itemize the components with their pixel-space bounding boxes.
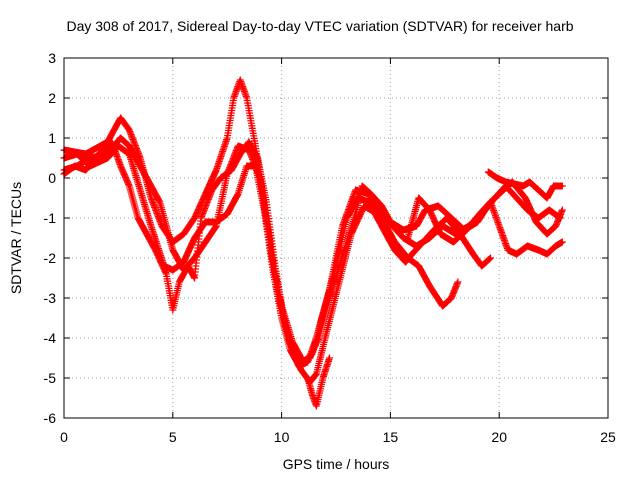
y-tick-label: 3: [48, 50, 56, 66]
data-layer: [60, 76, 566, 410]
x-axis-label: GPS time / hours: [282, 456, 390, 472]
data-point: [486, 254, 494, 262]
y-tick-label: -5: [44, 370, 57, 386]
x-tick-label: 5: [169, 429, 177, 445]
data-point: [253, 153, 261, 161]
data-point: [556, 214, 564, 222]
y-tick-label: -1: [44, 210, 57, 226]
x-tick-label: 25: [600, 429, 616, 445]
y-tick-label: -4: [44, 330, 57, 346]
y-tick-label: -2: [44, 250, 57, 266]
data-series-arc-g: [484, 168, 566, 202]
y-tick-label: 2: [48, 90, 56, 106]
data-point: [558, 238, 566, 246]
data-series-arc-f: [404, 194, 566, 258]
y-tick-label: -6: [44, 410, 57, 426]
x-tick-label: 20: [491, 429, 507, 445]
x-tick-label: 15: [383, 429, 399, 445]
y-tick-label: -3: [44, 290, 57, 306]
data-series-arc-a: [60, 76, 462, 370]
y-tick-label: 1: [48, 130, 56, 146]
data-point: [312, 371, 320, 379]
data-point: [454, 278, 462, 286]
data-series-arc-d: [60, 138, 564, 366]
data-point: [486, 255, 494, 263]
data-series-arc-e: [304, 354, 333, 410]
data-point: [155, 197, 163, 205]
data-series-arc-b: [60, 134, 494, 366]
data-point: [558, 182, 566, 190]
data-point: [485, 255, 493, 263]
data-point: [558, 206, 566, 214]
x-tick-label: 0: [60, 429, 68, 445]
x-tick-label: 10: [274, 429, 290, 445]
chart-title: Day 308 of 2017, Sidereal Day-to-day VTE…: [66, 18, 574, 34]
data-point: [325, 354, 333, 362]
y-axis-label: SDTVAR / TECUs: [8, 181, 24, 295]
plot-frame: [63, 57, 609, 419]
y-tick-label: 0: [48, 170, 56, 186]
